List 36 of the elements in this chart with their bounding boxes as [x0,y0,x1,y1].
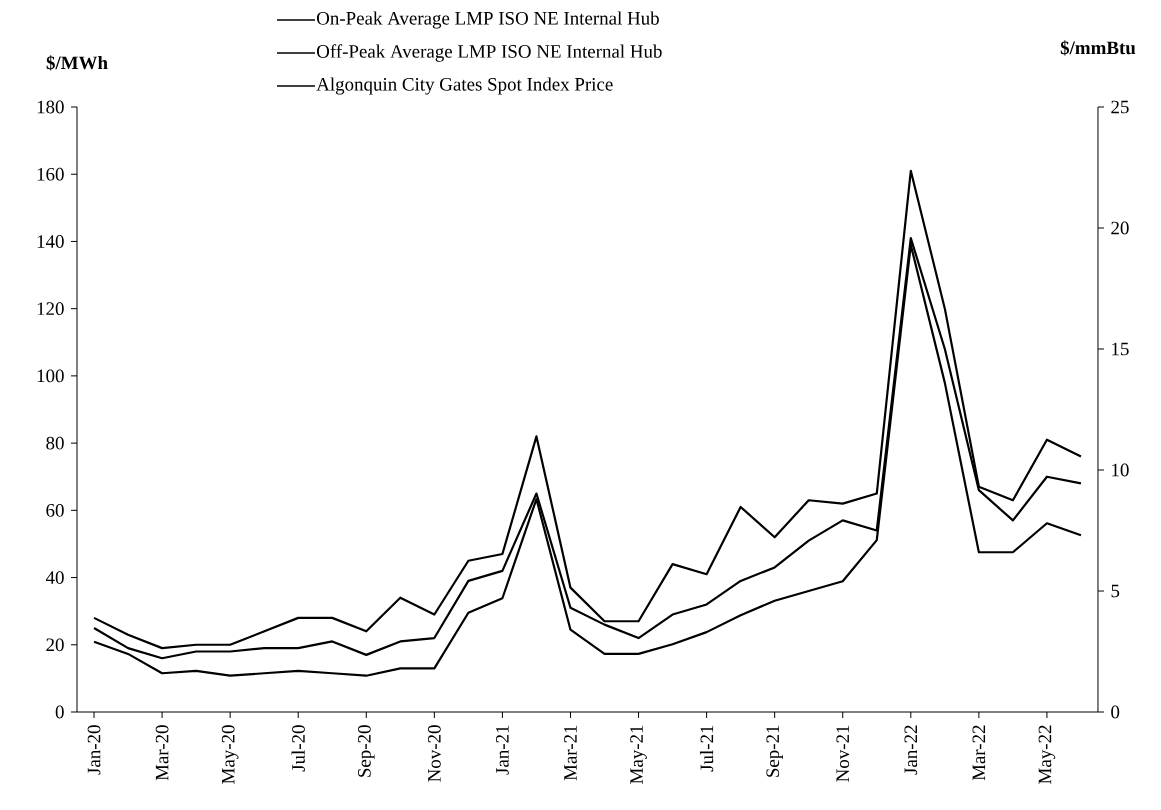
x-tick-label: Sep-21 [766,725,783,777]
x-tick-label: May-21 [630,725,647,784]
y-tick-label: 120 [37,302,64,316]
y-tick-label: 100 [37,369,64,383]
y-tick-label: 140 [37,235,64,248]
y2-tick-label: 20 [1111,221,1129,235]
x-tick-label: Jan-20 [87,725,101,775]
x-tick-label: Jan-22 [904,725,918,775]
y-tick-label: 160 [37,167,64,181]
y-tick-label: 60 [46,503,64,517]
x-tick-label: Jul-21 [699,725,714,772]
x-tick-label: Jul-20 [291,725,305,772]
x-tick-label: Nov-20 [427,725,441,782]
x-tick-label: Mar-22 [972,725,986,781]
x-tick-label: Mar-21 [564,725,577,781]
x-tick-label: May-22 [1038,725,1056,784]
y-tick-label: 80 [46,436,64,450]
x-tick-label: Jan-21 [496,725,509,775]
y-tick-label: 0 [55,705,64,719]
y-tick-label: 40 [45,571,64,584]
y2-axis-title: $/mmBtu [1060,40,1136,56]
y2-tick-label: 15 [1112,342,1129,356]
legend-label: Algonquin City Gates Spot Index Price [316,77,613,95]
x-tick-label: Sep-20 [357,725,375,777]
y2-tick-label: 10 [1112,463,1129,477]
y2-tick-label: 0 [1111,705,1120,719]
y2-tick-label: 5 [1111,584,1120,598]
x-tick-label: Nov-21 [836,725,850,782]
y-tick-label: 180 [37,100,64,114]
y-axis-title: $/MWh [46,55,108,71]
y2-tick-label: 25 [1111,100,1129,114]
x-tick-label: Mar-20 [155,725,169,781]
legend-label: Off-Peak Average LMP ISO NE Internal Hub [316,44,662,62]
legend-label: On-Peak Average LMP ISO NE Internal Hub [316,11,659,29]
x-tick-label: May-20 [221,725,239,784]
y-tick-label: 20 [46,638,64,652]
